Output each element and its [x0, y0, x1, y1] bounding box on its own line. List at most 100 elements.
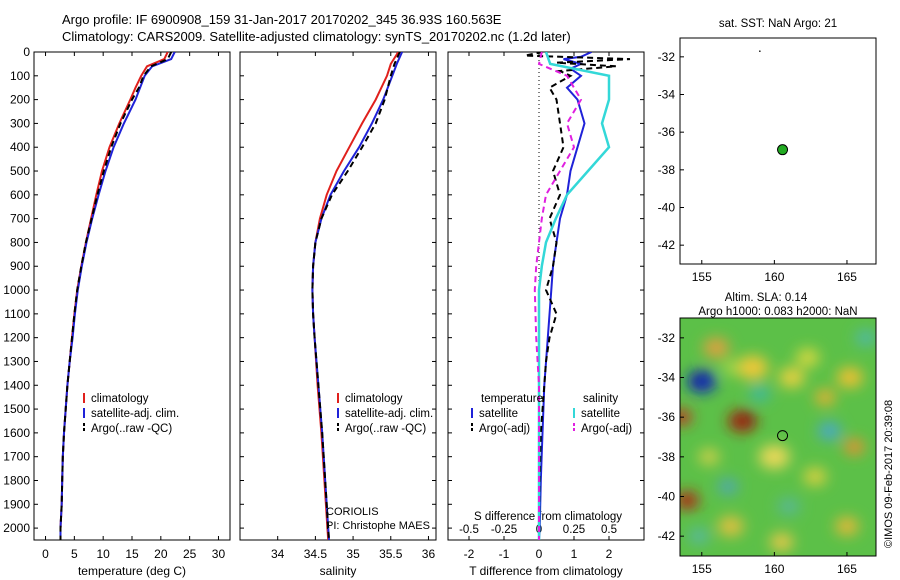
figure-title-line1: Argo profile: IF 6900908_159 31-Jan-2017…	[62, 12, 502, 27]
temperature-ytick-label: 700	[10, 212, 30, 226]
temp-argo-line	[59, 52, 173, 540]
temperature-xtick-label: 20	[154, 547, 168, 561]
difference-xlabel: T difference from climatology	[469, 564, 623, 578]
salinity-xtick-label: 36	[422, 547, 436, 561]
temperature-ytick-label: 2000	[3, 521, 30, 535]
salinity-axes-frame	[239, 51, 437, 541]
difference-xtick-label: 2	[606, 547, 613, 561]
diff-legend-label-2: Argo(-adj)	[479, 423, 530, 435]
argo-position-marker	[777, 430, 789, 442]
sla-map-xtick-label: 155	[692, 562, 712, 576]
sst-map-panel: 155 160 165 -32 -34 -36 -38 -40 -42	[658, 37, 877, 284]
sla-anomaly-blob	[703, 337, 730, 358]
sst-map-ytick-label: -40	[658, 201, 676, 215]
diff-legend-temp-head: temperature	[481, 393, 543, 405]
difference-stick-label: -0.25	[491, 524, 517, 536]
difference-xtick-label: -1	[499, 547, 510, 561]
temperature-ytick-label: 300	[10, 116, 30, 130]
sst-map-xtick-label: 165	[837, 270, 857, 284]
sst-map-ytick-label: -36	[658, 125, 676, 139]
diff-sal-argo-line	[533, 52, 583, 540]
legend-label-2: satellite-adj. clim.	[91, 408, 179, 420]
legend-label-2: satellite-adj. clim.	[345, 408, 433, 420]
salinity-xtick-label: 34	[271, 547, 285, 561]
sla-map-ytick-label: -38	[658, 450, 676, 464]
diff-legend-sal-head: salinity	[583, 393, 618, 405]
diff-temp-argo-line	[524, 52, 631, 540]
temperature-ytick-label: 1000	[3, 283, 30, 297]
temperature-ytick-label: 1500	[3, 402, 30, 416]
diff-legend-label-3: satellite	[581, 408, 620, 420]
sla-anomaly-blob	[717, 516, 744, 537]
temperature-ytick-label: 0	[23, 45, 30, 59]
sla-map-xtick-label: 160	[764, 562, 784, 576]
sla-anomaly-blob	[749, 385, 771, 402]
sla-anomaly-blob	[777, 497, 801, 516]
difference-axes-frame	[447, 51, 645, 541]
sla-map-ytick-label: -36	[658, 410, 676, 424]
sla-map-title-line2: Argo h1000: 0.083 h2000: NaN	[698, 306, 857, 318]
diff-legend-label-1: satellite	[479, 408, 518, 420]
sst-map-xtick-label: 160	[764, 270, 784, 284]
sla-anomaly-blob	[721, 360, 740, 375]
sla-map-ytick-label: -32	[658, 331, 676, 345]
sst-map-title: sat. SST: NaN Argo: 21	[719, 18, 837, 30]
sla-map-ytick-label: -42	[658, 529, 676, 543]
figure-title-line2: Climatology: CARS2009. Satellite-adjuste…	[62, 29, 571, 44]
sla-anomaly-blob	[814, 389, 836, 406]
diff-legend-label-4: Argo(-adj)	[581, 423, 632, 435]
temperature-xtick-label: 15	[125, 547, 139, 561]
temperature-ytick-label: 1600	[3, 426, 30, 440]
sla-anomaly-blob	[741, 412, 755, 423]
temperature-xlabel: temperature (deg C)	[78, 564, 186, 578]
sla-anomaly-blob	[688, 528, 710, 545]
temperature-ytick-label: 100	[10, 69, 30, 83]
credits-center: CORIOLIS	[326, 506, 379, 518]
temperature-axes-frame	[33, 51, 231, 541]
sst-dot	[759, 50, 761, 52]
sst-map-ytick-label: -32	[658, 50, 676, 64]
sla-anomaly-blob	[680, 409, 692, 426]
temperature-ytick-label: 600	[10, 188, 30, 202]
temperature-ytick-label: 1700	[3, 450, 30, 464]
sla-anomaly-blob	[796, 348, 820, 367]
sla-map-panel: 155 160 165 -32 -34 -36 -38 -40 -42	[658, 317, 877, 576]
difference-xtick-label: 0	[536, 547, 543, 561]
sla-map-ytick-label: -34	[658, 371, 676, 385]
sst-map-ytick-label: -38	[658, 163, 676, 177]
sst-map-ytick-label: -42	[658, 238, 676, 252]
sla-anomaly-blob	[698, 448, 720, 465]
sla-field	[680, 329, 876, 552]
sla-anomaly-blob	[717, 478, 739, 495]
temperature-ytick-label: 1800	[3, 473, 30, 487]
temperature-ytick-label: 1900	[3, 497, 30, 511]
sla-anomaly-blob	[758, 444, 790, 469]
sla-anomaly-blob	[680, 491, 699, 510]
temperature-xtick-label: 30	[212, 547, 226, 561]
salinity-panel: 34 34.5 35 35.5 36 salinity climatology satelli…	[239, 51, 437, 578]
legend-label-3: Argo(..raw -QC)	[345, 423, 426, 435]
difference-xtick-label: -2	[464, 547, 475, 561]
difference-stick-label: 0.25	[563, 524, 585, 536]
sal-argo-line	[311, 52, 401, 540]
legend-label-3: Argo(..raw -QC)	[91, 423, 172, 435]
salinity-xtick-label: 35.5	[379, 547, 403, 561]
argo-position-marker	[777, 144, 789, 156]
sst-map-frame	[679, 37, 877, 265]
salinity-xtick-label: 34.5	[304, 547, 328, 561]
temperature-xtick-label: 0	[42, 547, 49, 561]
sla-anomaly-blob	[769, 533, 794, 552]
sla-anomaly-blob	[803, 467, 827, 486]
difference-panel: -2 -1 0 1 2 T difference from climatology -0.5…	[447, 51, 645, 578]
difference-xtick-label: 1	[571, 547, 578, 561]
difference-stick-label: -0.5	[459, 524, 479, 536]
watermark: ©IMOS 09-Feb-2017 20:39:08	[883, 400, 895, 548]
sst-map-ytick-label: -34	[658, 88, 676, 102]
legend-label-1: climatology	[345, 393, 403, 405]
temperature-ytick-label: 200	[10, 93, 30, 107]
legend-label-1: climatology	[91, 393, 149, 405]
temperature-ytick-label: 1300	[3, 354, 30, 368]
sla-map-frame	[679, 317, 877, 557]
temperature-ytick-label: 1200	[3, 331, 30, 345]
sla-anomaly-blob	[836, 367, 863, 388]
